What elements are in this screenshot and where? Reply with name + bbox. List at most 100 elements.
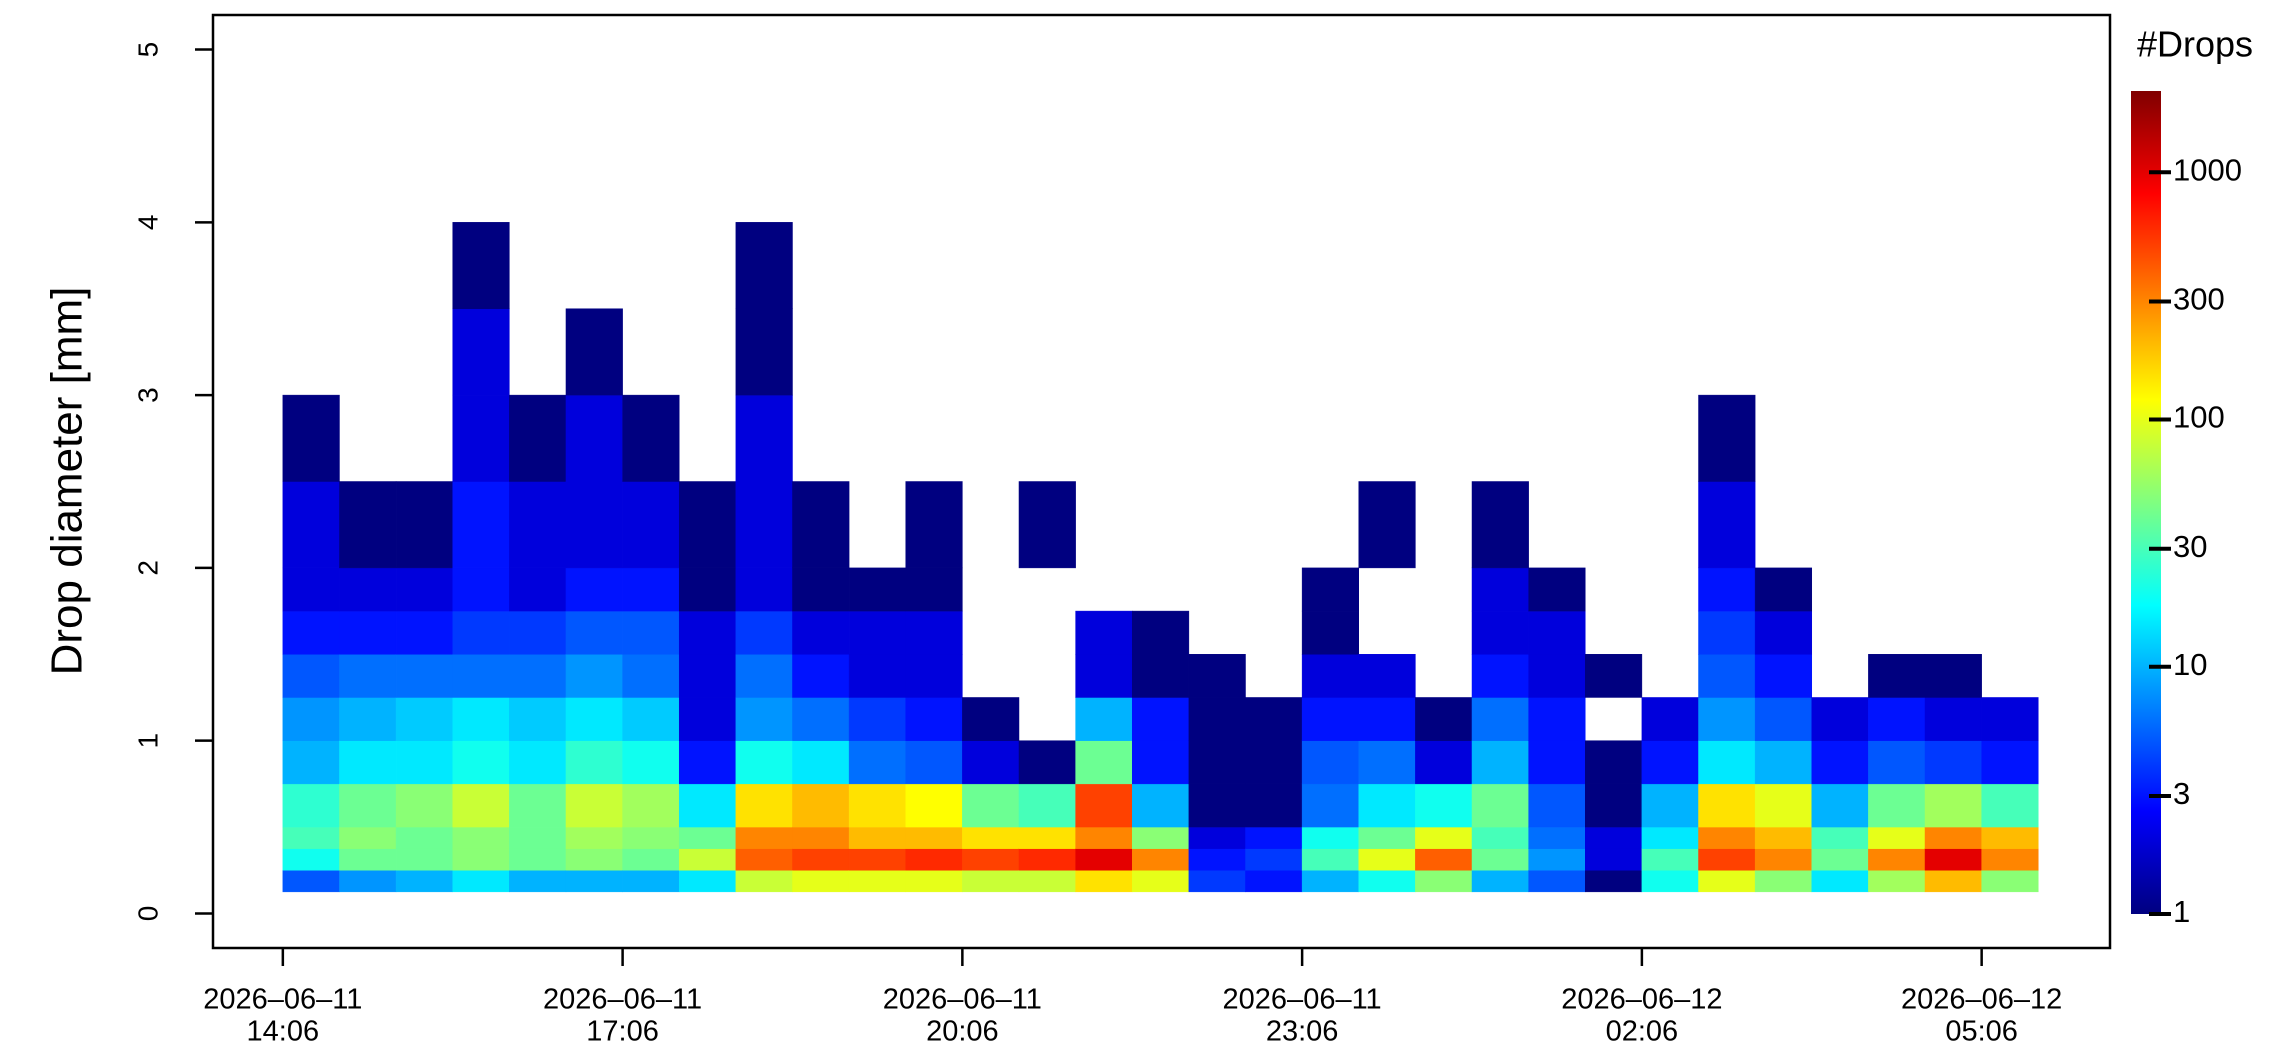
- heatmap-cell: [1528, 697, 1586, 741]
- heatmap-cell: [622, 481, 680, 569]
- heatmap-cell: [678, 481, 737, 569]
- heatmap-cell: [905, 870, 963, 893]
- heatmap-cell: [735, 394, 793, 482]
- heatmap-cell: [1698, 610, 1756, 655]
- heatmap-cell: [678, 740, 737, 785]
- heatmap-cell: [1075, 826, 1133, 849]
- heatmap-cell: [452, 848, 510, 871]
- heatmap-cell: [1698, 826, 1756, 849]
- heatmap-cell: [962, 870, 1020, 893]
- heatmap-cell: [905, 610, 963, 655]
- heatmap-cell: [905, 783, 963, 828]
- heatmap-cell: [1301, 567, 1360, 612]
- heatmap-cell: [282, 610, 340, 655]
- heatmap-cell: [1075, 654, 1133, 698]
- heatmap-cell: [848, 783, 906, 828]
- heatmap-cell: [565, 740, 623, 785]
- heatmap-cell: [1471, 870, 1529, 893]
- heatmap-cell: [1415, 783, 1473, 828]
- heatmap-cell: [1754, 654, 1813, 698]
- heatmap-cell: [1131, 870, 1190, 893]
- heatmap-cell: [848, 610, 906, 655]
- heatmap-cell: [1301, 610, 1360, 655]
- heatmap-cell: [735, 222, 793, 309]
- colorbar-title: #Drops: [2137, 24, 2253, 65]
- heatmap-cell: [792, 848, 850, 871]
- heatmap-cell: [1131, 848, 1190, 871]
- heatmap-cell: [962, 783, 1020, 828]
- heatmap-cell: [339, 697, 397, 741]
- heatmap-cell: [962, 697, 1020, 741]
- heatmap-cell: [509, 826, 567, 849]
- heatmap-cell: [1245, 870, 1303, 893]
- heatmap-cell: [1924, 848, 1982, 871]
- heatmap-cell: [735, 308, 793, 396]
- heatmap-cell: [1754, 740, 1813, 785]
- y-tick-label: 3: [132, 387, 163, 403]
- x-tick-label: 20:06: [926, 1016, 999, 1048]
- heatmap-cell: [848, 697, 906, 741]
- heatmap-cell: [282, 870, 340, 893]
- heatmap-cell: [1245, 697, 1303, 741]
- heatmap-cell: [1811, 848, 1869, 871]
- heatmap-cell: [735, 697, 793, 741]
- heatmap-cell: [1471, 567, 1529, 612]
- heatmap-cell: [1585, 870, 1643, 893]
- heatmap-cell: [622, 848, 680, 871]
- heatmap-cell: [1641, 870, 1699, 893]
- heatmap-cell: [1868, 826, 1926, 849]
- heatmap-cell: [1415, 848, 1473, 871]
- heatmap-cell: [282, 394, 340, 482]
- heatmap-cell: [1301, 740, 1360, 785]
- heatmap-cell: [1358, 654, 1416, 698]
- heatmap-cell: [1754, 610, 1813, 655]
- heatmap-cell: [1415, 870, 1473, 893]
- heatmap-cell: [1868, 654, 1926, 698]
- heatmap-cell: [452, 308, 510, 396]
- heatmap-cell: [905, 481, 963, 569]
- heatmap-cell: [1188, 848, 1246, 871]
- heatmap-cell: [282, 697, 340, 741]
- heatmap-cell: [565, 783, 623, 828]
- x-tick-label: 2026–06–11: [1223, 984, 1382, 1016]
- heatmap-cell: [1075, 740, 1133, 785]
- heatmap-cell: [1188, 697, 1246, 741]
- heatmap-cell: [395, 870, 453, 893]
- heatmap-cell: [1698, 848, 1756, 871]
- heatmap-cell: [565, 654, 623, 698]
- heatmap-cell: [1528, 567, 1586, 612]
- heatmap-cell: [395, 654, 453, 698]
- heatmap-cell: [509, 697, 567, 741]
- heatmap-cell: [339, 740, 397, 785]
- heatmap-cell: [1754, 848, 1813, 871]
- heatmap-cell: [1415, 826, 1473, 849]
- heatmap-cell: [509, 654, 567, 698]
- heatmap-cell: [1301, 697, 1360, 741]
- heatmap-cell: [1754, 567, 1813, 612]
- heatmap-cell: [1698, 740, 1756, 785]
- heatmap-cell: [282, 848, 340, 871]
- heatmap-cell: [735, 740, 793, 785]
- colorbar: [2131, 91, 2161, 914]
- heatmap-cell: [1698, 783, 1756, 828]
- heatmap-cell: [1754, 783, 1813, 828]
- heatmap-cell: [1245, 740, 1303, 785]
- heatmap-cell: [565, 567, 623, 612]
- heatmap-cell: [339, 610, 397, 655]
- heatmap-cell: [565, 610, 623, 655]
- heatmap-cell: [1018, 740, 1076, 785]
- heatmap-cell: [1811, 870, 1869, 893]
- plot-frame: [211, 13, 2112, 950]
- heatmap-cell: [1471, 826, 1529, 849]
- heatmap-cell: [1131, 783, 1190, 828]
- heatmap-cell: [1754, 697, 1813, 741]
- colorbar-tick-label: 10: [2173, 647, 2207, 682]
- heatmap-cell: [1131, 610, 1190, 655]
- heatmap-cell: [1811, 783, 1869, 828]
- heatmap-cell: [1528, 610, 1586, 655]
- heatmap-cell: [1188, 826, 1246, 849]
- heatmap-cell: [565, 308, 623, 396]
- heatmap-cell: [622, 567, 680, 612]
